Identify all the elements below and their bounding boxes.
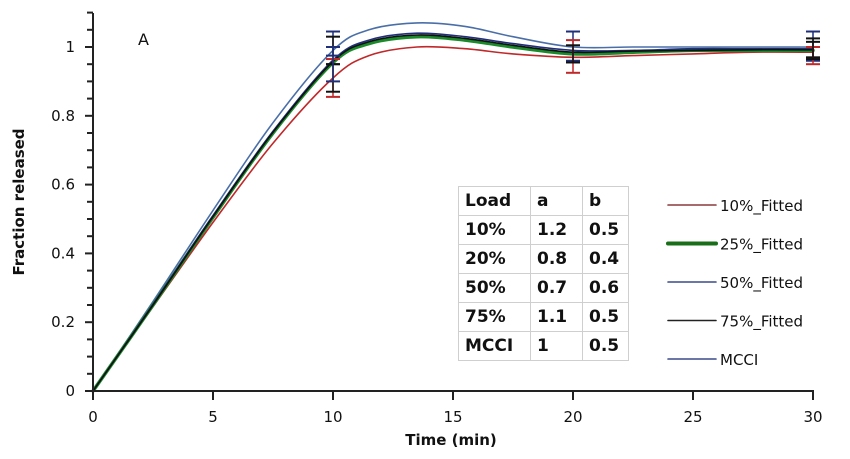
table-cell: 0.5 [582,331,629,361]
y-tick-label: 0.4 [51,244,75,262]
table-cell: MCCI [458,331,531,361]
table-cell: 1.2 [530,215,583,245]
legend-label: MCCI [720,351,758,369]
legend-item: MCCI [667,351,758,369]
x-ticks: 0 5 10 15 20 25 30 [88,391,823,426]
table-header-row: Load a b [458,186,629,216]
y-ticks: 0 0.2 0.4 0.6 0.8 1 [51,11,93,400]
legend-item: 25%_Fitted [666,236,803,255]
table-header-cell: a [530,186,583,216]
x-axis-title: Time (min) [405,431,497,449]
y-tick-label: 0 [65,382,75,400]
table-row: 10% 1.2 0.5 [458,215,629,245]
table-cell: 0.5 [582,215,629,245]
x-tick-label: 10 [323,408,342,426]
y-axis-title: Fraction released [10,128,28,275]
table-cell: 0.7 [530,273,583,303]
table-header-cell: b [582,186,629,216]
fitted-curves [91,21,815,393]
parameter-table: Load a b 10% 1.2 0.5 20% 0.8 0.4 50% 0.7 0.6 75% 1.1 0… [458,186,629,361]
x-tick-label: 0 [88,408,98,426]
table-cell: 0.5 [582,302,629,332]
table-cell: 0.6 [582,273,629,303]
series-line-10-fitted [92,45,814,392]
legend-label: 75%_Fitted [720,313,803,332]
table-row: MCCI 1 0.5 [458,331,629,361]
table-row: 50% 0.7 0.6 [458,273,629,303]
table-cell: 50% [458,273,531,303]
legend-label: 10%_Fitted [720,197,803,216]
x-tick-label: 25 [683,408,702,426]
series-line-mcci [92,21,814,392]
table-cell: 10% [458,215,531,245]
table-cell: 0.8 [530,244,583,274]
table-cell: 75% [458,302,531,332]
y-tick-label: 0.8 [51,107,75,125]
table-header-cell: Load [458,186,531,216]
table-row: 20% 0.8 0.4 [458,244,629,274]
legend-item: 75%_Fitted [667,313,803,332]
series-line-50-fitted [92,32,814,392]
x-tick-label: 20 [563,408,582,426]
y-tick-label: 1 [65,38,75,56]
table-cell: 20% [458,244,531,274]
y-tick-label: 0.6 [51,176,75,194]
panel-label: A [138,30,149,49]
error-bar [566,44,580,64]
axes: 00.20.40.60.81 0 5 10 15 20 25 30 [51,11,823,426]
error-bar [806,37,820,61]
legend: 10%_Fitted 25%_Fitted 50%_Fitted 75%_Fitted… [666,197,803,369]
legend-item: 10%_Fitted [667,197,803,216]
error-bar [326,46,340,83]
series-line-25-fitted [91,34,815,393]
table-cell: 1 [530,331,583,361]
legend-label: 50%_Fitted [720,274,803,293]
legend-label: 25%_Fitted [720,236,803,255]
x-tick-label: 15 [443,408,462,426]
series-line-75-fitted [92,34,814,392]
error-bars [326,30,820,98]
table-cell: 0.4 [582,244,629,274]
x-tick-label: 30 [803,408,822,426]
legend-item: 50%_Fitted [667,274,803,293]
y-tick-label: 0.2 [51,313,75,331]
table-cell: 1.1 [530,302,583,332]
table-row: 75% 1.1 0.5 [458,302,629,332]
x-tick-label: 5 [208,408,218,426]
